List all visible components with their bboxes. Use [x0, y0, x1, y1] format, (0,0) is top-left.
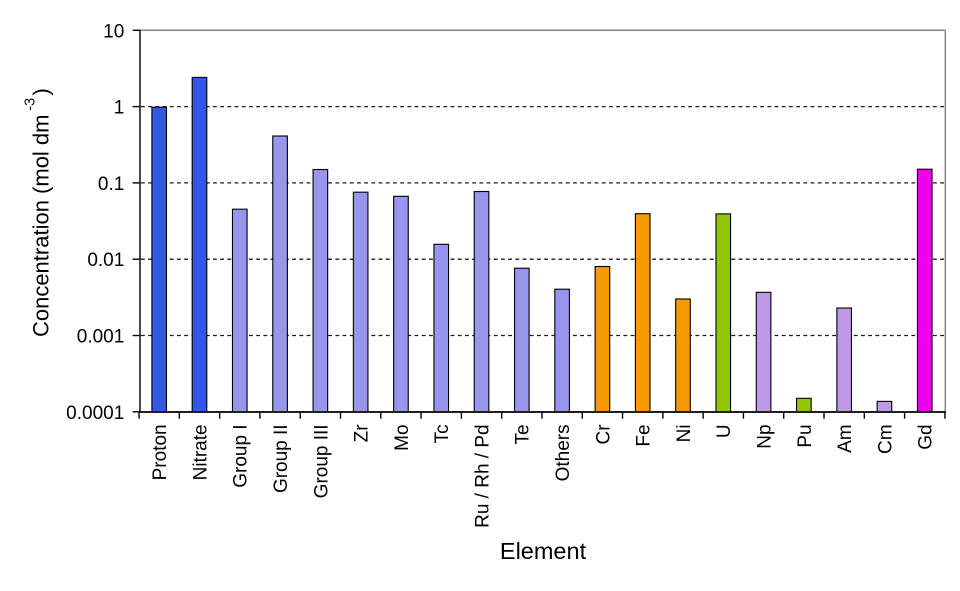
- svg-text:Mo: Mo: [392, 424, 413, 450]
- svg-text:10: 10: [103, 21, 124, 42]
- svg-text:Proton: Proton: [150, 424, 171, 480]
- svg-text:Ru / Rh / Pd: Ru / Rh / Pd: [472, 424, 493, 528]
- svg-text:Ni: Ni: [674, 424, 695, 442]
- svg-text:Tc: Tc: [432, 424, 453, 443]
- svg-text:Others: Others: [553, 424, 574, 481]
- svg-text:0.01: 0.01: [87, 250, 124, 271]
- svg-text:Np: Np: [754, 424, 775, 448]
- svg-text:0.001: 0.001: [77, 327, 125, 348]
- svg-text:Group II: Group II: [271, 424, 292, 493]
- svg-text:Am: Am: [835, 424, 856, 453]
- svg-text:0.0001: 0.0001: [66, 403, 124, 424]
- svg-text:Te: Te: [513, 424, 534, 444]
- svg-text:Group III: Group III: [311, 424, 332, 498]
- svg-text:Cr: Cr: [593, 424, 614, 445]
- svg-text:Zr: Zr: [352, 424, 373, 443]
- svg-text:Nitrate: Nitrate: [190, 424, 211, 480]
- svg-text:Cm: Cm: [875, 424, 896, 454]
- svg-text:Pu: Pu: [795, 424, 816, 447]
- svg-text:1: 1: [114, 98, 125, 119]
- svg-text:U: U: [714, 424, 735, 438]
- svg-text:Fe: Fe: [634, 424, 655, 446]
- svg-text:Gd: Gd: [916, 424, 937, 449]
- svg-text:Group I: Group I: [231, 424, 252, 487]
- svg-text:0.1: 0.1: [98, 174, 124, 195]
- svg-text:Element: Element: [500, 538, 587, 564]
- svg-text:Concentration (mol dm -3): Concentration (mol dm -3): [23, 88, 54, 337]
